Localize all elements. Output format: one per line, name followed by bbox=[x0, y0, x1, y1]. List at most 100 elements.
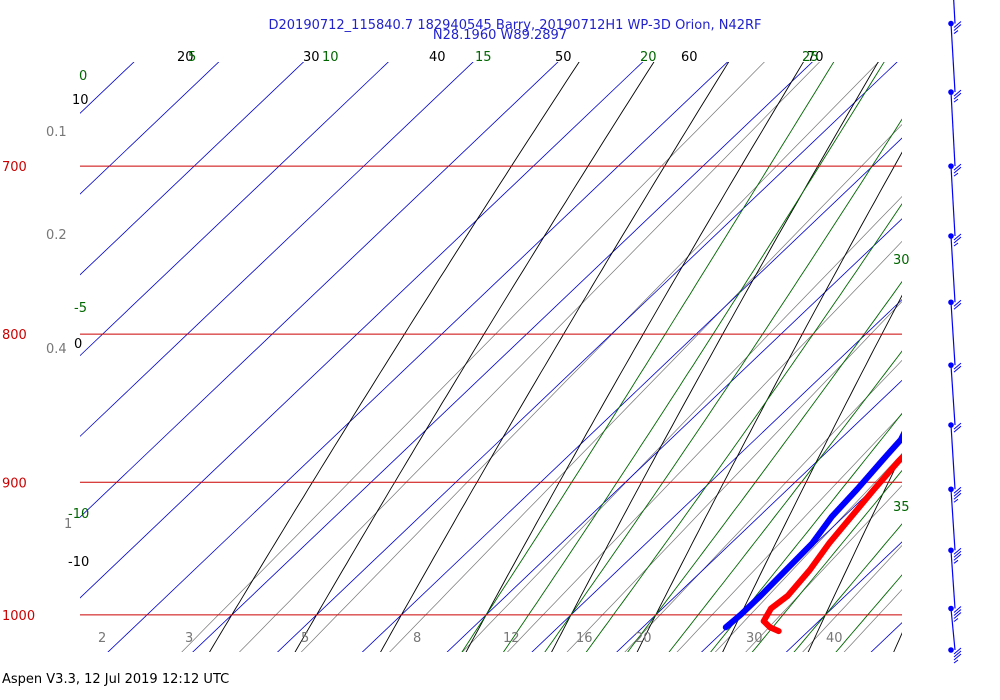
isotherm-line bbox=[918, 0, 1000, 688]
wind-barb-flag bbox=[953, 89, 962, 97]
dewpoint-profile bbox=[722, 430, 902, 631]
mixing-ratio-label: 16 bbox=[576, 631, 593, 646]
dry-adiabat-line bbox=[294, 62, 655, 652]
wind-barb-flag bbox=[953, 362, 962, 370]
wind-barb-flag bbox=[953, 612, 962, 619]
mixing-ratio-line bbox=[624, 359, 902, 652]
mixing-ratio-line bbox=[181, 62, 765, 652]
wind-barb-flag bbox=[953, 653, 962, 661]
moist-adiabat-label: 25 bbox=[802, 50, 819, 65]
moist-adiabat-line bbox=[461, 62, 835, 652]
wind-barb-staff bbox=[950, 92, 956, 167]
dry-adiabat-label: -10 bbox=[68, 555, 89, 570]
isotherm-line bbox=[616, 379, 902, 652]
dry-adiabat-label: 60 bbox=[681, 50, 698, 65]
moist-adiabat-label: -10 bbox=[68, 507, 89, 522]
moist-adiabat-label: 20 bbox=[640, 50, 657, 65]
moist-adiabat-line bbox=[544, 118, 902, 652]
isotherm-line bbox=[107, 62, 729, 652]
mixing-ratio-label: 0.1 bbox=[46, 125, 67, 140]
wind-barb-column bbox=[948, 0, 962, 664]
wind-barb-flag bbox=[953, 30, 959, 34]
mixing-ratio-label: 0.2 bbox=[46, 228, 67, 243]
wind-barb-flag bbox=[953, 425, 962, 433]
wind-barb-flag bbox=[953, 606, 962, 613]
mixing-ratio-line bbox=[843, 589, 902, 652]
wind-barb-flag bbox=[953, 559, 959, 564]
dry-adiabat-label: 20 bbox=[177, 50, 194, 65]
wind-barb-flag bbox=[953, 21, 962, 28]
mixing-ratio-line bbox=[676, 413, 902, 652]
wind-barb-flag bbox=[953, 647, 962, 655]
wind-barb-flag bbox=[953, 422, 962, 430]
wind-barb-point bbox=[948, 647, 954, 653]
wind-barb-staff bbox=[953, 0, 956, 24]
wind-barb-flag bbox=[953, 550, 962, 558]
pressure-label-800: 800 bbox=[2, 328, 27, 343]
dry-adiabat-line bbox=[722, 294, 902, 652]
wind-barb-staff bbox=[950, 365, 956, 426]
mixing-ratio-line bbox=[714, 453, 902, 652]
chart-title-line-1: D20190712_115840.7 182940545 Barry, 2019… bbox=[268, 18, 762, 33]
isotherm-line bbox=[701, 460, 902, 652]
mixing-ratio-label: 0.4 bbox=[46, 342, 67, 357]
dry-adiabat-label: 50 bbox=[555, 50, 572, 65]
dry-adiabat-line bbox=[209, 62, 580, 652]
wind-barb-flag bbox=[953, 236, 962, 244]
mixing-ratio-line bbox=[389, 124, 902, 652]
dry-adiabat-label: 10 bbox=[72, 93, 89, 108]
axis-labels: 4005006007008009001000-50-40-30-20-10010… bbox=[2, 50, 910, 646]
pressure-label-900: 900 bbox=[2, 476, 27, 491]
moist-adiabat-label: 0 bbox=[79, 69, 87, 84]
wind-barb-flag bbox=[953, 547, 962, 555]
mixing-ratio-label: 1 bbox=[64, 517, 72, 532]
wind-barb-flag bbox=[953, 24, 962, 31]
wind-barb-staff bbox=[950, 166, 956, 237]
dry-adiabat-label: 30 bbox=[303, 50, 320, 65]
isotherm-line bbox=[361, 137, 902, 652]
dry-adiabat-line bbox=[380, 62, 730, 652]
wind-barb-staff bbox=[950, 489, 956, 551]
pressure-label-700: 700 bbox=[2, 160, 27, 175]
wind-barb-flag bbox=[953, 492, 962, 500]
dry-adiabat-line bbox=[807, 453, 902, 652]
moist-adiabat-label: 10 bbox=[322, 50, 339, 65]
wind-barb-flag bbox=[953, 242, 959, 247]
wind-barb-flag bbox=[953, 650, 962, 658]
mixing-ratio-label: 3 bbox=[185, 631, 193, 646]
pressure-label-1000: 1000 bbox=[2, 609, 35, 624]
wind-barb-flag bbox=[953, 98, 959, 103]
dry-adiabat-line bbox=[964, 0, 1000, 688]
moist-adiabat-line bbox=[627, 280, 902, 652]
moist-adiabat-label: 5 bbox=[188, 50, 196, 65]
wind-barb-flag bbox=[953, 365, 962, 373]
moist-adiabat-label: 30 bbox=[893, 253, 910, 268]
isotherm-line bbox=[785, 541, 902, 652]
wind-barb-flag bbox=[953, 299, 962, 307]
wind-barb-flag bbox=[953, 553, 962, 561]
mixing-ratio-line bbox=[566, 301, 902, 652]
isotherm-line bbox=[192, 62, 813, 652]
mixing-ratio-line bbox=[239, 62, 821, 652]
moist-adiabat-line bbox=[710, 412, 902, 652]
dry-adiabat-label: 0 bbox=[74, 337, 82, 352]
wind-barb-flag bbox=[953, 172, 959, 177]
wind-barb-staff bbox=[950, 235, 956, 303]
dry-adiabat-line bbox=[893, 632, 902, 652]
wind-barb-flag bbox=[953, 659, 959, 664]
mixing-ratio-label: 5 bbox=[301, 631, 309, 646]
moist-adiabat-label: 15 bbox=[475, 50, 492, 65]
wind-barb-flag bbox=[953, 498, 959, 503]
wind-barb-flag bbox=[953, 92, 962, 100]
mixing-ratio-line bbox=[461, 196, 902, 652]
wind-barb-flag bbox=[953, 609, 962, 616]
moist-adiabat-line bbox=[585, 203, 902, 652]
mixing-ratio-label: 30 bbox=[746, 631, 763, 646]
wind-barb-flag bbox=[953, 163, 962, 171]
